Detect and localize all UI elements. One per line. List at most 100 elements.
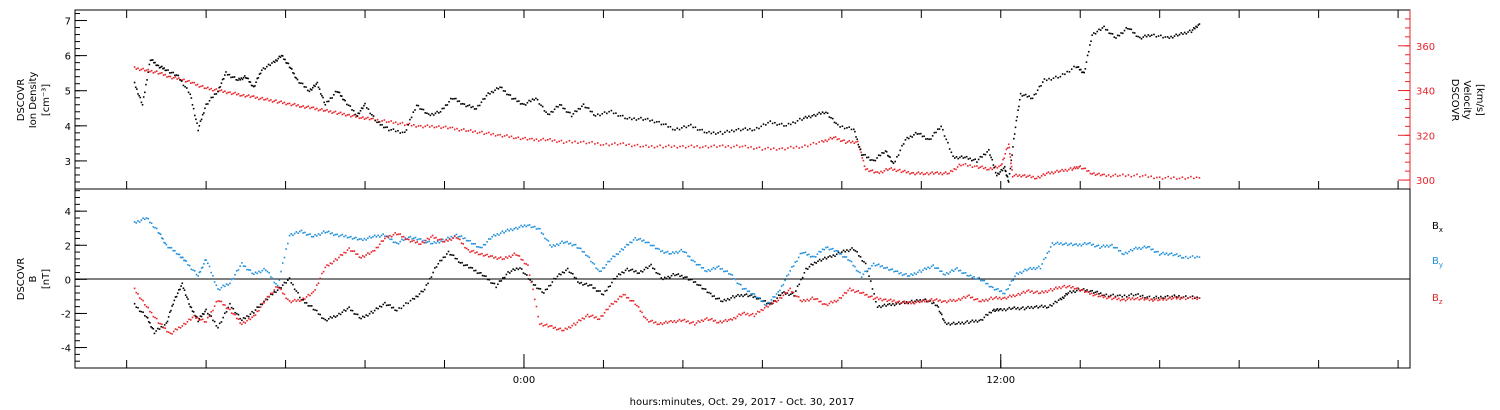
by-point bbox=[729, 273, 732, 276]
bz-point bbox=[258, 309, 260, 312]
bz-point bbox=[341, 254, 344, 256]
bx-point bbox=[298, 296, 301, 299]
by-point bbox=[350, 235, 352, 238]
by-point bbox=[627, 244, 630, 246]
velocity-point bbox=[266, 97, 269, 100]
velocity-point bbox=[526, 138, 529, 141]
ion-density-point bbox=[358, 112, 361, 115]
bz-point bbox=[884, 298, 887, 301]
by-point bbox=[920, 271, 923, 273]
velocity-point bbox=[524, 136, 526, 139]
bz-point bbox=[295, 300, 298, 302]
by-point bbox=[259, 271, 262, 274]
velocity-point bbox=[613, 142, 616, 144]
bx-point bbox=[413, 298, 416, 300]
ion-density-point bbox=[1098, 28, 1100, 31]
bz-point bbox=[1114, 296, 1117, 299]
ion-density-point bbox=[251, 84, 254, 87]
bx-point bbox=[832, 254, 835, 256]
ion-density-point bbox=[136, 88, 138, 90]
velocity-point bbox=[724, 146, 727, 148]
ion-density-point bbox=[856, 138, 858, 141]
velocity-point bbox=[372, 117, 374, 120]
velocity-point bbox=[875, 171, 877, 173]
bx-point bbox=[207, 312, 209, 315]
by-point bbox=[418, 238, 420, 240]
ion-density-point bbox=[746, 129, 749, 131]
by-point bbox=[821, 248, 824, 251]
bx-point bbox=[481, 274, 484, 277]
bz-point bbox=[438, 238, 441, 241]
by-point bbox=[1049, 246, 1052, 248]
bz-point bbox=[367, 252, 369, 254]
by-point bbox=[668, 253, 671, 255]
bz-point bbox=[138, 297, 141, 299]
ion-density-point bbox=[305, 86, 307, 88]
bx-point bbox=[372, 312, 374, 314]
ion-density-point bbox=[484, 98, 486, 100]
bz-point bbox=[1010, 295, 1013, 298]
bz-point bbox=[615, 300, 618, 303]
bx-point bbox=[720, 300, 722, 302]
bx-point bbox=[425, 284, 428, 286]
by-point bbox=[1198, 256, 1201, 258]
velocity-point bbox=[1037, 175, 1040, 178]
bx-point bbox=[793, 295, 795, 297]
bz-point bbox=[377, 246, 379, 249]
by-point bbox=[1184, 255, 1187, 258]
velocity-point bbox=[850, 141, 852, 144]
bz-point bbox=[595, 316, 597, 318]
ion-density-point bbox=[410, 116, 413, 119]
bx-point bbox=[382, 303, 385, 306]
by-point bbox=[1029, 266, 1032, 269]
velocity-point bbox=[1156, 176, 1158, 179]
velocity-point bbox=[247, 94, 250, 96]
velocity-point bbox=[727, 145, 730, 147]
bz-point bbox=[814, 298, 817, 300]
by-point bbox=[886, 266, 889, 269]
velocity-point bbox=[1006, 147, 1009, 149]
bx-point bbox=[1114, 295, 1117, 298]
velocity-point bbox=[1192, 177, 1195, 180]
ion-density-point bbox=[892, 162, 895, 165]
velocity-point bbox=[290, 104, 293, 107]
bz-point bbox=[1100, 294, 1103, 297]
ion-density-point bbox=[338, 91, 341, 94]
ion-density-point bbox=[943, 135, 946, 137]
bx-point bbox=[167, 316, 170, 318]
ion-density-point bbox=[826, 112, 829, 114]
by-point bbox=[993, 289, 996, 291]
bz-point bbox=[1153, 299, 1156, 301]
bz-point bbox=[1049, 288, 1052, 290]
ion-density-point bbox=[633, 117, 635, 120]
by-point bbox=[925, 268, 928, 271]
velocity-point bbox=[707, 146, 710, 149]
by-point bbox=[779, 289, 781, 292]
bz-point bbox=[309, 294, 311, 297]
bz-point bbox=[1198, 297, 1201, 299]
ion-density-point bbox=[883, 152, 885, 154]
ion-density-point bbox=[1115, 37, 1117, 39]
by-point bbox=[595, 267, 597, 270]
bx-point bbox=[428, 277, 431, 280]
bz-point bbox=[435, 236, 437, 239]
velocity-point bbox=[976, 165, 978, 167]
bx-point bbox=[924, 298, 927, 301]
ion-density-point bbox=[361, 107, 364, 110]
ion-density-point bbox=[1012, 146, 1014, 148]
ion-density-point bbox=[631, 118, 633, 121]
bz-point bbox=[792, 291, 795, 294]
bz-point bbox=[176, 328, 178, 331]
bz-point bbox=[986, 299, 989, 302]
bx-point bbox=[427, 282, 429, 285]
bx-point bbox=[186, 296, 188, 298]
ion-density-point bbox=[919, 132, 922, 135]
velocity-point bbox=[1114, 173, 1117, 176]
bz-point bbox=[232, 313, 235, 315]
by-point bbox=[270, 276, 272, 278]
ion-density-point bbox=[1000, 168, 1003, 171]
velocity-point bbox=[815, 143, 818, 145]
by-point bbox=[1121, 252, 1124, 255]
bx-point bbox=[1034, 306, 1036, 308]
